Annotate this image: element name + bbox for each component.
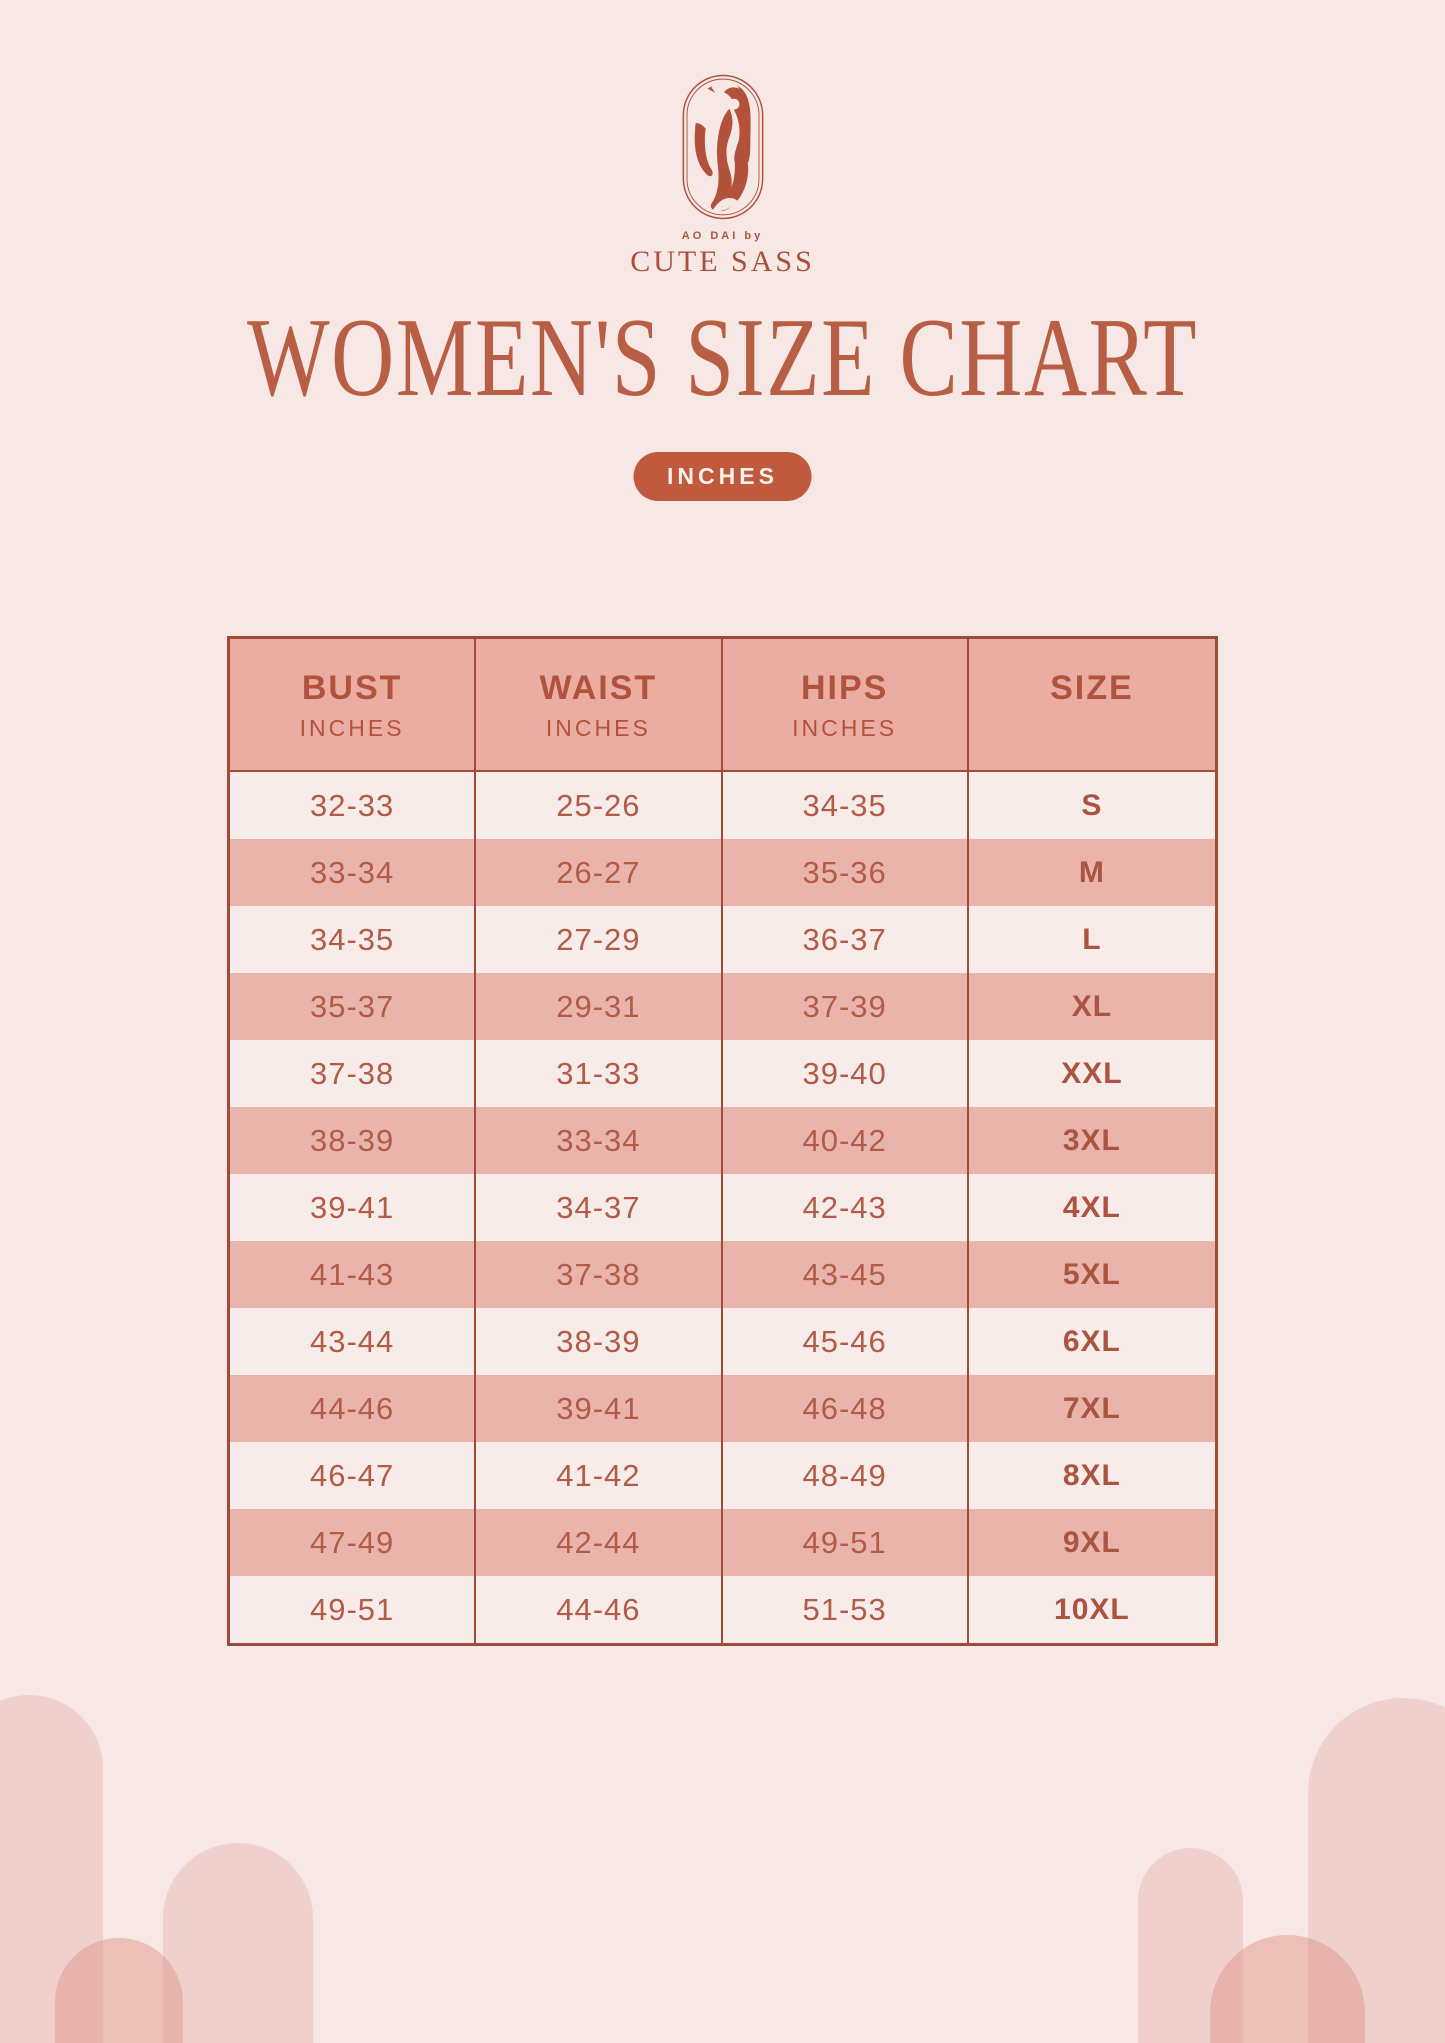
table-row: 49-51 44-46 51-53 10XL (230, 1576, 1215, 1643)
header-label: HIPS (800, 668, 889, 707)
row-cell-bust: 32-33 (230, 772, 477, 839)
ao-dai-woman-logo-icon (682, 74, 763, 220)
row-cell-hips: 35-36 (723, 839, 969, 906)
row-cell-hips: 36-37 (723, 906, 969, 973)
row-cell-bust: 44-46 (230, 1375, 477, 1442)
row-cell-hips: 40-42 (723, 1107, 969, 1174)
header-sub-label: INCHES (545, 714, 651, 741)
row-cell-bust: 38-39 (230, 1107, 477, 1174)
row-cell-bust: 33-34 (230, 839, 477, 906)
row-cell-size: 6XL (1062, 1324, 1121, 1358)
row-cell-waist: 26-27 (476, 839, 723, 906)
row-cell-hips: 34-35 (723, 772, 969, 839)
table-row: 34-35 27-29 36-37 L (230, 906, 1215, 973)
row-cell-size: 4XL (1062, 1190, 1121, 1224)
row-cell-waist: 27-29 (476, 906, 723, 973)
row-cell-bust: 49-51 (230, 1576, 477, 1643)
header-sub-label: INCHES (792, 714, 898, 741)
table-header-row: BUST INCHES WAIST INCHES HIPS INCHES SIZE (230, 639, 1215, 772)
brand-header: AO DAI by CUTE SASS (0, 74, 1445, 279)
row-cell-waist: 34-37 (476, 1174, 723, 1241)
header-label: SIZE (1050, 668, 1134, 707)
row-cell-bust: 46-47 (230, 1442, 477, 1509)
row-cell-waist: 38-39 (476, 1308, 723, 1375)
row-cell-bust: 37-38 (230, 1040, 477, 1107)
row-cell-bust: 35-37 (230, 973, 477, 1040)
header-cell-waist: WAIST INCHES (476, 639, 723, 770)
row-cell-size: XL (1071, 989, 1113, 1023)
table-row: 35-37 29-31 37-39 XL (230, 973, 1215, 1040)
decorative-arch-right-middle (1138, 1848, 1243, 2043)
row-cell-waist: 41-42 (476, 1442, 723, 1509)
brand-name: CUTE SASS (630, 245, 815, 278)
page-title: WOMEN'S SIZE CHART (0, 296, 1445, 420)
table-row: 39-41 34-37 42-43 4XL (230, 1174, 1215, 1241)
row-cell-waist: 25-26 (476, 772, 723, 839)
table-row: 32-33 25-26 34-35 S (230, 772, 1215, 839)
row-cell-hips: 49-51 (723, 1509, 969, 1576)
row-cell-size: S (1081, 788, 1103, 822)
row-cell-bust: 47-49 (230, 1509, 477, 1576)
row-cell-hips: 42-43 (723, 1174, 969, 1241)
brand-tagline: AO DAI by (681, 230, 764, 242)
row-cell-size: 10XL (1054, 1592, 1130, 1626)
row-cell-bust: 43-44 (230, 1308, 477, 1375)
table-row: 47-49 42-44 49-51 9XL (230, 1509, 1215, 1576)
row-cell-bust: 41-43 (230, 1241, 477, 1308)
table-row: 44-46 39-41 46-48 7XL (230, 1375, 1215, 1442)
table-row: 46-47 41-42 48-49 8XL (230, 1442, 1215, 1509)
header-cell-bust: BUST INCHES (230, 639, 477, 770)
row-cell-waist: 42-44 (476, 1509, 723, 1576)
decorative-arch-left-middle (163, 1843, 313, 2043)
row-cell-hips: 45-46 (723, 1308, 969, 1375)
row-cell-size: M (1078, 855, 1105, 889)
row-cell-hips: 51-53 (723, 1576, 969, 1643)
row-cell-size: 8XL (1062, 1458, 1121, 1492)
table-row: 37-38 31-33 39-40 XXL (230, 1040, 1215, 1107)
decorative-arch-left-tall (0, 1695, 103, 2043)
row-cell-waist: 39-41 (476, 1375, 723, 1442)
row-cell-bust: 39-41 (230, 1174, 477, 1241)
row-cell-size: 3XL (1062, 1123, 1121, 1157)
decorative-arch-right-tall (1308, 1698, 1445, 2043)
header-sub-label: INCHES (299, 714, 405, 741)
table-body: 32-33 25-26 34-35 S 33-34 26-27 35-36 M 34-35 27-… (230, 772, 1215, 1643)
unit-badge: INCHES (633, 452, 812, 501)
header-label: BUST (301, 668, 403, 707)
row-cell-size: L (1082, 922, 1102, 956)
row-cell-size: XXL (1061, 1056, 1123, 1090)
row-cell-hips: 37-39 (723, 973, 969, 1040)
row-cell-hips: 48-49 (723, 1442, 969, 1509)
row-cell-waist: 44-46 (476, 1576, 723, 1643)
row-cell-bust: 34-35 (230, 906, 477, 973)
size-chart-table: BUST INCHES WAIST INCHES HIPS INCHES SIZE 32-3… (227, 636, 1218, 1646)
row-cell-waist: 33-34 (476, 1107, 723, 1174)
row-cell-hips: 43-45 (723, 1241, 969, 1308)
header-label: WAIST (539, 668, 658, 707)
table-row: 33-34 26-27 35-36 M (230, 839, 1215, 906)
table-row: 43-44 38-39 45-46 6XL (230, 1308, 1215, 1375)
table-row: 41-43 37-38 43-45 5XL (230, 1241, 1215, 1308)
row-cell-size: 5XL (1062, 1257, 1121, 1291)
row-cell-hips: 39-40 (723, 1040, 969, 1107)
decorative-arch-left-front (55, 1938, 183, 2043)
page-title-text: WOMEN'S SIZE CHART (247, 296, 1198, 420)
row-cell-waist: 37-38 (476, 1241, 723, 1308)
row-cell-size: 7XL (1062, 1391, 1121, 1425)
header-cell-hips: HIPS INCHES (723, 639, 969, 770)
row-cell-waist: 29-31 (476, 973, 723, 1040)
row-cell-waist: 31-33 (476, 1040, 723, 1107)
header-cell-size: SIZE (969, 639, 1215, 770)
row-cell-hips: 46-48 (723, 1375, 969, 1442)
table-row: 38-39 33-34 40-42 3XL (230, 1107, 1215, 1174)
row-cell-size: 9XL (1062, 1525, 1121, 1559)
